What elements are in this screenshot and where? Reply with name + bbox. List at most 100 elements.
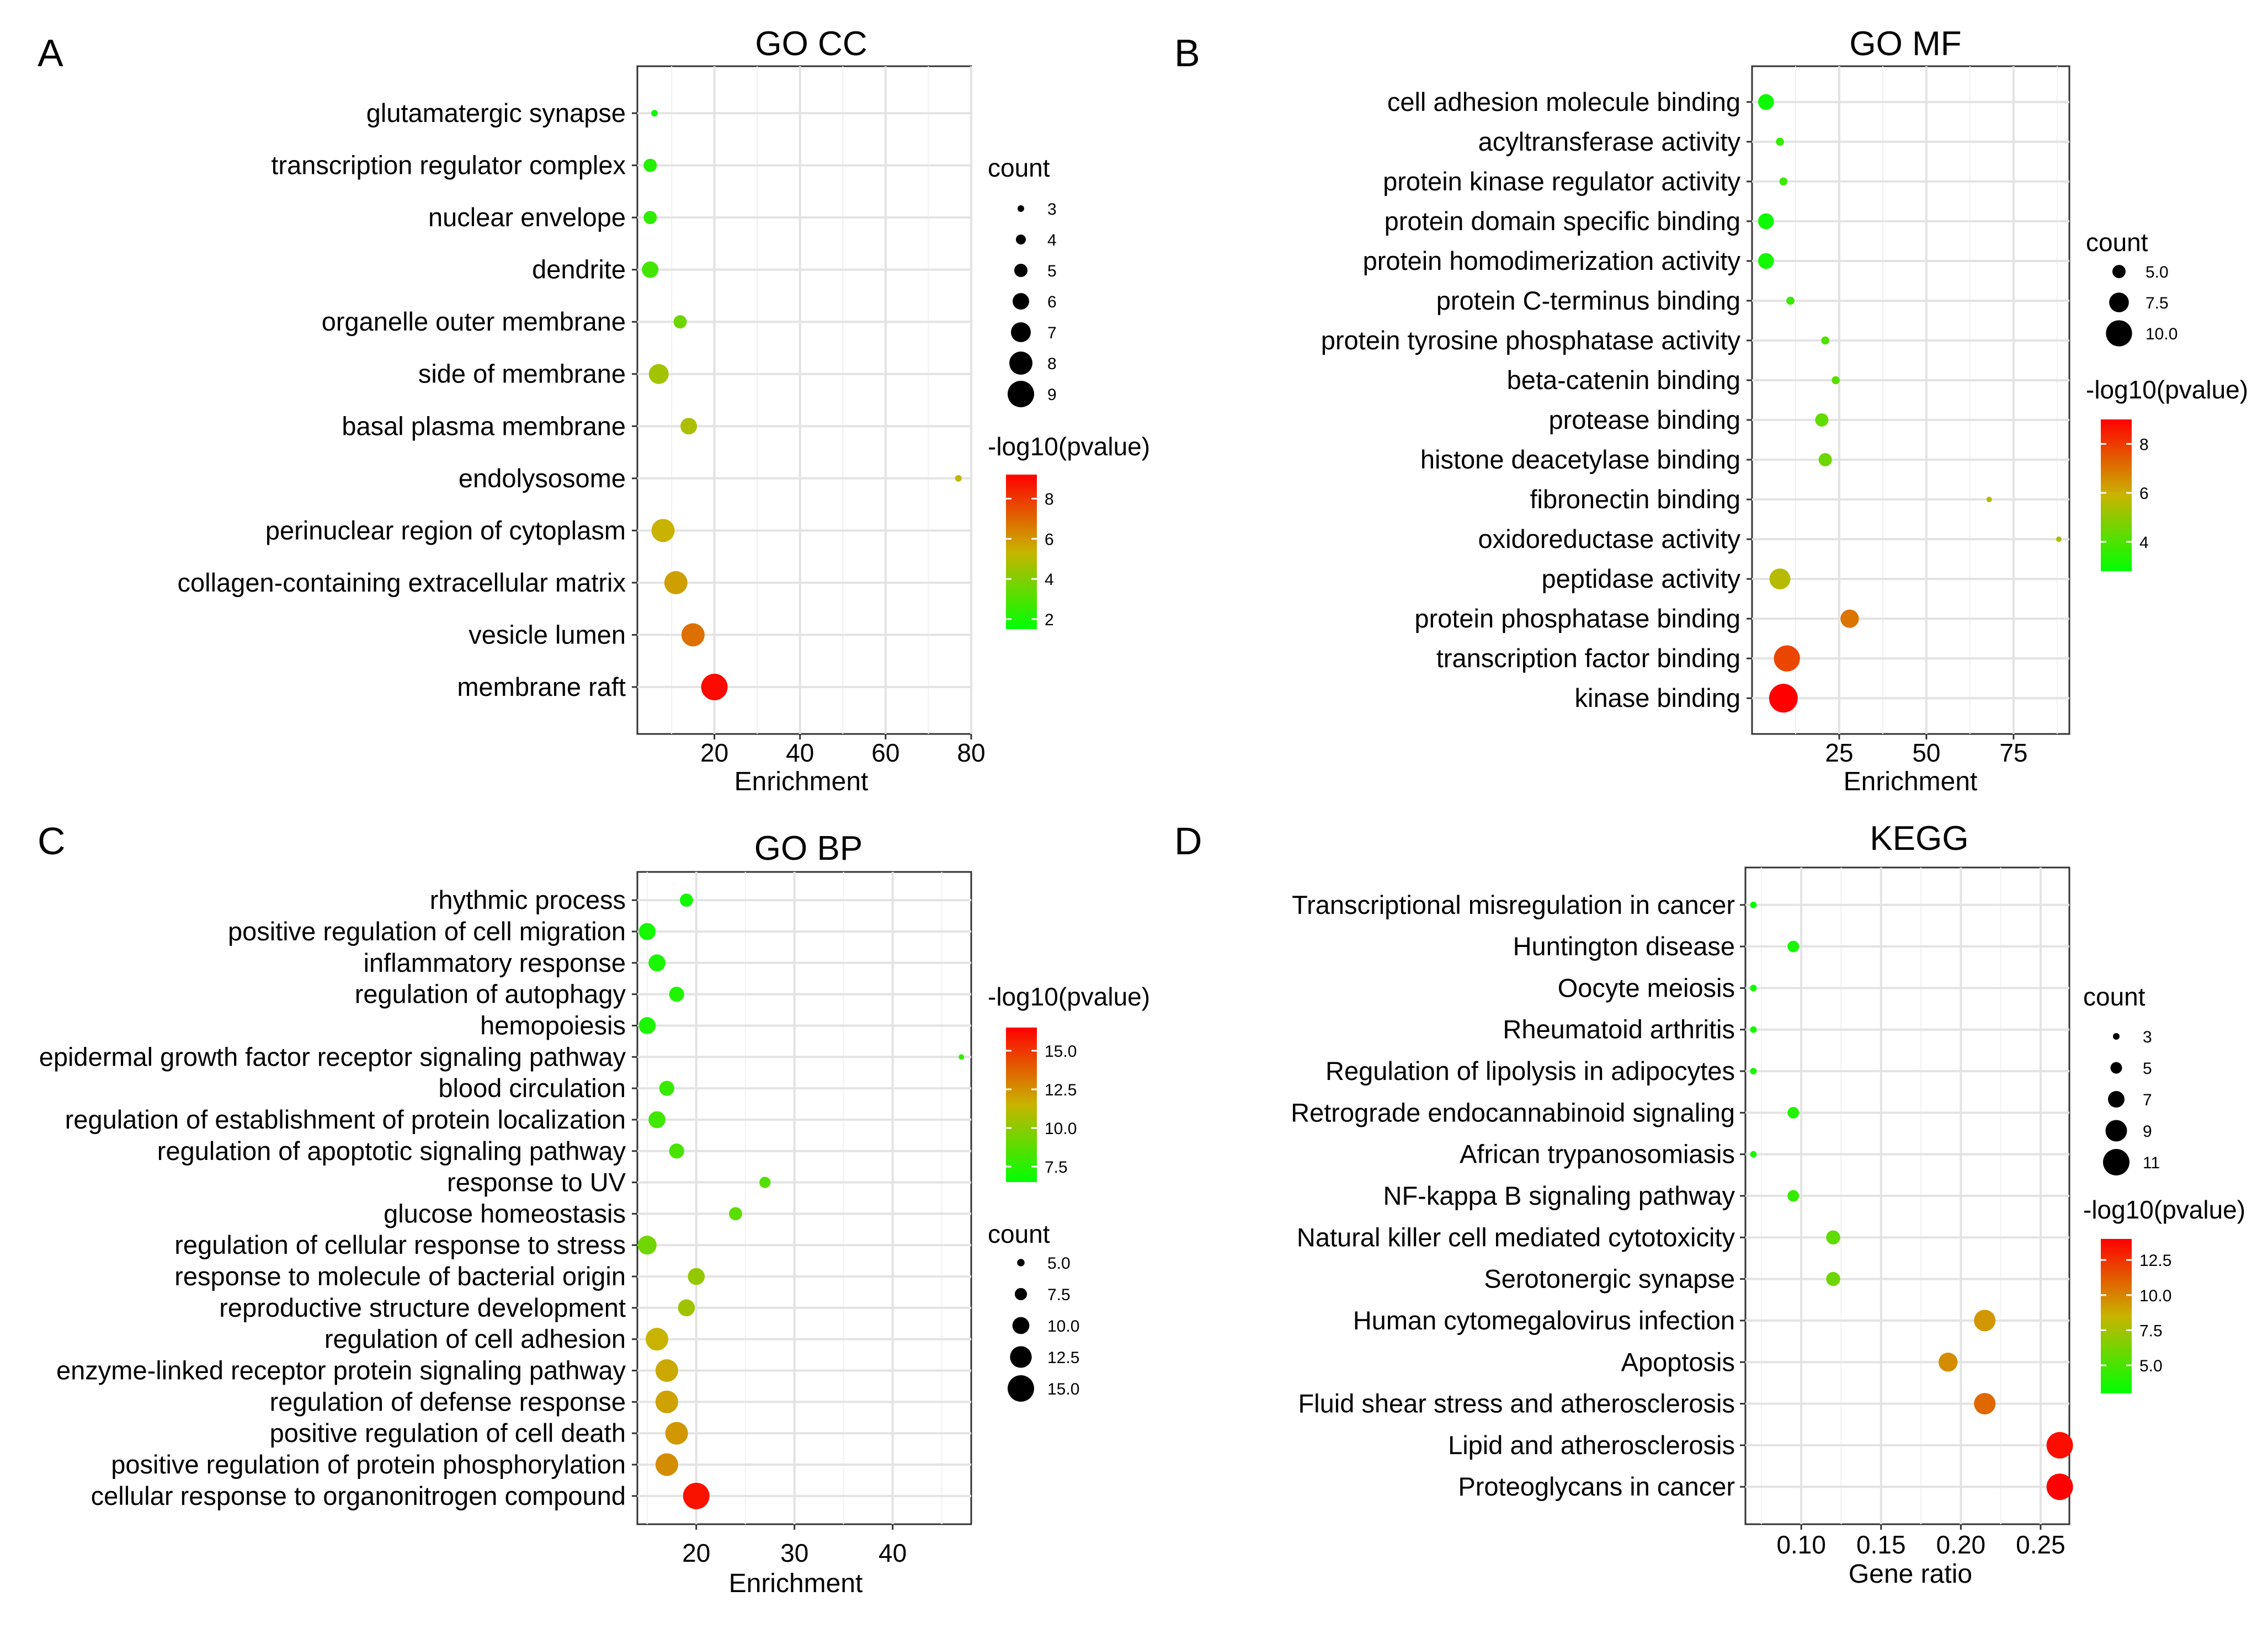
data-point [759, 1177, 771, 1188]
category-label: protein domain specific binding [1385, 206, 1740, 236]
data-point [638, 923, 656, 940]
data-point [1750, 1068, 1757, 1075]
color-legend-title: -log10(pvalue) [988, 982, 1150, 1011]
category-label: peptidase activity [1541, 564, 1740, 593]
category-label: regulation of cell adhesion [324, 1324, 626, 1354]
color-legend-label: 4 [1045, 571, 1054, 589]
x-tick-label: 50 [1912, 738, 1940, 767]
color-legend-label: 8 [2139, 435, 2149, 454]
size-legend-dot [1013, 293, 1029, 310]
category-label: Oocyte meiosis [1558, 973, 1735, 1002]
category-label: Apoptosis [1621, 1347, 1735, 1376]
data-point [651, 519, 675, 542]
data-point [1750, 1151, 1757, 1158]
data-point [646, 1328, 669, 1351]
color-legend-label: 15.0 [1045, 1042, 1077, 1061]
category-label: Regulation of lipolysis in adipocytes [1325, 1056, 1735, 1085]
size-legend-dot [2103, 1149, 2129, 1175]
x-tick-label: 20 [700, 738, 728, 767]
chart-title: GO MF [1849, 25, 1961, 63]
data-point [959, 1054, 965, 1060]
size-legend-label: 10.0 [1047, 1317, 1079, 1335]
x-tick-label: 0.10 [1776, 1530, 1826, 1559]
color-legend-label: 10.0 [1045, 1120, 1077, 1138]
size-legend-label: 3 [2143, 1028, 2152, 1046]
panel-d-kegg: D KEGG Transcriptional misregulation in … [1174, 820, 2245, 1589]
color-legend-label: 4 [2139, 534, 2149, 552]
color-legend-label: 12.5 [2139, 1252, 2171, 1270]
size-legend-label: 6 [1047, 293, 1057, 311]
size-legend-dot [1010, 1346, 1032, 1368]
size-legend-label: 7 [2143, 1091, 2152, 1109]
data-point [955, 475, 962, 482]
panel-b-go-mf: B GO MF cell adhesion molecule binding ac… [1174, 25, 2248, 796]
data-point [1938, 1353, 1958, 1372]
category-label: regulation of establishment of protein l… [65, 1105, 626, 1134]
category-label: oxidoreductase activity [1478, 524, 1741, 554]
size-legend-label: 5.0 [2145, 263, 2169, 281]
data-point [1750, 901, 1757, 908]
category-label: regulation of apoptotic signaling pathwa… [157, 1136, 626, 1166]
category-label: beta-catenin binding [1507, 365, 1740, 395]
plot-area [1751, 65, 2070, 735]
size-legend-dot [2110, 1062, 2122, 1074]
category-label: reproductive structure development [219, 1293, 626, 1322]
size-legend-dot [1012, 1317, 1030, 1334]
category-label: epidermal growth factor receptor signali… [39, 1042, 626, 1071]
category-label: response to UV [447, 1168, 626, 1197]
data-point [637, 1236, 657, 1255]
data-point [1821, 336, 1830, 345]
category-label: kinase binding [1575, 683, 1741, 712]
plot-area [636, 871, 972, 1525]
category-label: response to molecule of bacterial origin [174, 1262, 626, 1291]
color-legend-label: 5.0 [2139, 1357, 2163, 1375]
x-tick-label: 25 [1825, 738, 1853, 767]
category-label: cellular response to organonitrogen comp… [91, 1481, 626, 1510]
category-label: inflammatory response [364, 948, 626, 977]
category-label: Lipid and atherosclerosis [1448, 1430, 1735, 1460]
panel-label-d: D [1174, 820, 1202, 863]
data-point [1769, 684, 1798, 713]
data-point [1769, 568, 1791, 590]
size-legend-label: 10.0 [2145, 325, 2178, 343]
size-legend-title: count [2083, 982, 2145, 1011]
color-legend-label: 7.5 [1045, 1158, 1068, 1177]
category-label: protein tyrosine phosphatase activity [1321, 326, 1741, 355]
size-legend-label: 3 [1047, 200, 1057, 219]
data-point [655, 1390, 678, 1413]
data-point [680, 893, 693, 907]
x-tick-label: 0.20 [1936, 1530, 1986, 1559]
category-label: positive regulation of protein phosphory… [111, 1450, 626, 1479]
x-axis-label: Enrichment [1844, 767, 1978, 796]
x-tick-label: 30 [780, 1539, 808, 1567]
chart-title: GO CC [755, 25, 867, 63]
data-point [1974, 1310, 1996, 1332]
data-point [1758, 94, 1774, 110]
size-legend-label: 12.5 [1047, 1349, 1079, 1367]
category-label: basal plasma membrane [342, 411, 626, 440]
size-legend-dot [1018, 205, 1024, 212]
x-axis-label: Gene ratio [1849, 1560, 1972, 1589]
category-label: transcription factor binding [1436, 643, 1740, 673]
data-point [655, 1453, 678, 1476]
data-point [1815, 413, 1829, 427]
panel-c-go-bp: C GO BP rhythmic process positive regulat… [38, 820, 1150, 1598]
data-point [655, 1359, 678, 1382]
data-point [643, 211, 657, 225]
size-legend-dot [1008, 381, 1034, 407]
data-point [1974, 1393, 1996, 1415]
data-point [648, 954, 666, 972]
category-label: Human cytomegalovirus infection [1353, 1306, 1735, 1335]
category-label: rhythmic process [430, 885, 626, 914]
color-legend-label: 10.0 [2139, 1287, 2171, 1305]
size-legend-dot [1011, 322, 1031, 342]
category-label: Transcriptional misregulation in cancer [1292, 890, 1735, 919]
panel-label-b: B [1174, 31, 1200, 74]
data-point [1786, 296, 1795, 305]
category-label: cell adhesion molecule binding [1387, 87, 1740, 116]
data-point [1758, 213, 1774, 230]
category-label: NF-kappa B signaling pathway [1383, 1181, 1735, 1210]
data-point [2056, 536, 2062, 542]
data-point [1986, 497, 1992, 503]
data-point [1818, 453, 1832, 467]
